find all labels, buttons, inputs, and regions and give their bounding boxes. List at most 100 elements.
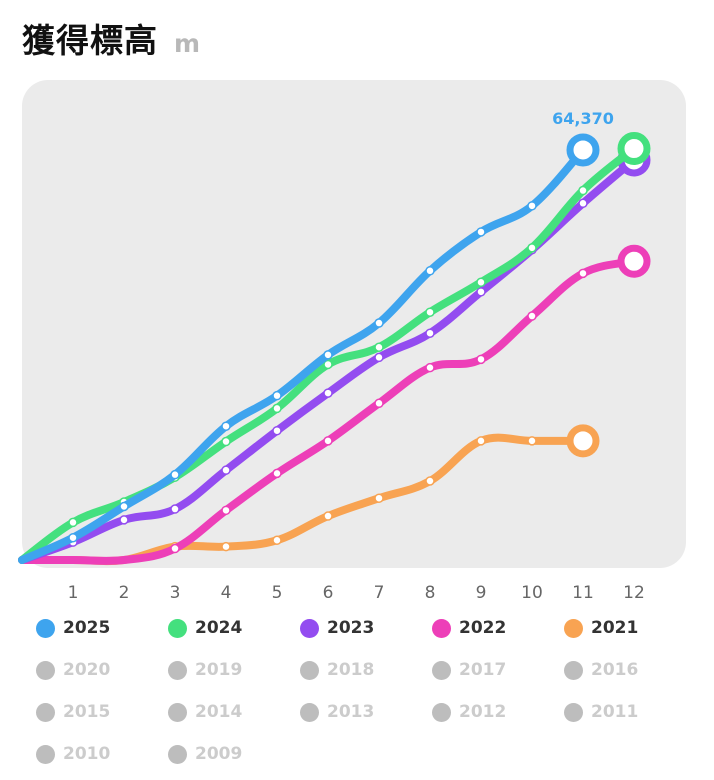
data-point-2021-7 <box>374 493 384 503</box>
x-tick-label: 8 <box>425 583 436 603</box>
data-point-2021-4 <box>221 541 231 552</box>
data-label-2025: 64,370 <box>552 109 614 128</box>
legend-label: 2023 <box>327 618 375 638</box>
legend-item-2010[interactable]: 2010 <box>36 741 110 767</box>
legend-item-2023[interactable]: 2023 <box>300 615 374 641</box>
data-point-2022-7 <box>374 398 384 409</box>
legend-swatch <box>168 702 187 722</box>
legend-swatch <box>564 660 583 680</box>
data-point-2023-8 <box>425 328 435 338</box>
legend-swatch <box>432 702 451 722</box>
legend-swatch <box>564 618 583 638</box>
data-point-2024-4 <box>221 436 231 447</box>
legend-label: 2014 <box>195 702 243 722</box>
data-point-2022-11 <box>578 268 588 279</box>
data-point-2024-11 <box>578 185 588 196</box>
x-tick-label: 2 <box>119 583 130 603</box>
x-tick-label: 4 <box>221 583 232 603</box>
data-point-2022-10 <box>527 311 537 321</box>
legend-item-2022[interactable]: 2022 <box>432 615 506 641</box>
data-point-2023-3 <box>170 504 180 514</box>
data-point-2022-8 <box>425 362 435 373</box>
legend-swatch <box>432 618 451 638</box>
legend-item-2014[interactable]: 2014 <box>168 699 242 725</box>
legend-item-2024[interactable]: 2024 <box>168 615 242 641</box>
legend-item-2021[interactable]: 2021 <box>564 615 638 641</box>
legend-swatch <box>168 744 187 764</box>
x-tick-label: 7 <box>374 583 385 603</box>
data-point-2021-10 <box>527 436 537 446</box>
legend-item-2017[interactable]: 2017 <box>432 657 506 683</box>
legend-item-2009[interactable]: 2009 <box>168 741 242 767</box>
x-tick-label: 9 <box>476 583 487 603</box>
data-point-2024-5 <box>272 403 282 414</box>
chart-header: 獲得標高 m <box>22 14 200 62</box>
legend-label: 2015 <box>63 702 111 722</box>
data-point-2025-10 <box>527 201 537 211</box>
series-endpoint-2025 <box>566 133 600 167</box>
legend-item-2016[interactable]: 2016 <box>564 657 638 683</box>
legend-label: 2022 <box>459 618 507 638</box>
legend-item-2011[interactable]: 2011 <box>564 699 638 725</box>
data-point-2021-6 <box>323 511 333 521</box>
data-point-2025-3 <box>170 469 180 480</box>
legend-label: 2020 <box>63 660 111 680</box>
data-point-2022-6 <box>323 436 333 446</box>
legend-item-2013[interactable]: 2013 <box>300 699 374 725</box>
legend-label: 2021 <box>591 618 639 638</box>
x-tick-label: 12 <box>623 583 645 603</box>
data-point-2023-5 <box>272 425 282 436</box>
legend-label: 2025 <box>63 618 111 638</box>
data-point-2022-5 <box>272 468 282 479</box>
legend-label: 2018 <box>327 660 375 680</box>
legend-label: 2019 <box>195 660 243 680</box>
legend-item-2012[interactable]: 2012 <box>432 699 506 725</box>
legend-swatch <box>432 660 451 680</box>
data-point-2021-5 <box>272 535 282 546</box>
legend-item-2015[interactable]: 2015 <box>36 699 110 725</box>
legend-swatch <box>300 702 319 722</box>
series-endpoint-2024 <box>617 131 651 165</box>
series-endpoint-2022 <box>617 244 651 278</box>
data-point-2022-4 <box>221 505 231 516</box>
series-endpoint-2021 <box>566 424 600 458</box>
data-point-2021-8 <box>425 476 435 486</box>
data-point-2023-7 <box>374 352 384 363</box>
legend-label: 2017 <box>459 660 507 680</box>
x-tick-label: 6 <box>323 583 334 603</box>
plot-background <box>22 80 686 568</box>
legend-swatch <box>300 618 319 638</box>
data-point-2025-9 <box>476 227 486 237</box>
data-point-2024-1 <box>68 517 78 528</box>
data-point-2025-7 <box>374 318 384 328</box>
legend-swatch <box>36 702 55 722</box>
data-point-2024-9 <box>476 277 486 288</box>
x-tick-label: 5 <box>272 583 283 603</box>
data-point-2024-10 <box>527 243 537 253</box>
data-point-2023-11 <box>578 198 588 209</box>
series-2022 <box>18 244 651 565</box>
legend-swatch <box>168 618 187 638</box>
data-point-2023-4 <box>221 465 231 475</box>
legend-item-2020[interactable]: 2020 <box>36 657 110 683</box>
x-tick-label: 3 <box>170 583 181 603</box>
data-point-2023-6 <box>323 388 333 398</box>
legend-label: 2010 <box>63 744 111 764</box>
legend-label: 2012 <box>459 702 507 722</box>
legend-swatch <box>564 702 583 722</box>
data-point-2024-8 <box>425 307 435 317</box>
data-point-2025-8 <box>425 266 435 276</box>
legend-item-2018[interactable]: 2018 <box>300 657 374 683</box>
legend-swatch <box>36 744 55 764</box>
x-tick-label: 1 <box>68 583 79 603</box>
legend-label: 2016 <box>591 660 639 680</box>
legend-label: 2011 <box>591 702 639 722</box>
data-point-2023-2 <box>119 515 129 525</box>
data-point-2025-6 <box>323 350 333 360</box>
legend-swatch <box>300 660 319 680</box>
data-point-2024-7 <box>374 342 384 352</box>
data-point-2025-2 <box>119 501 129 512</box>
legend-item-2025[interactable]: 2025 <box>36 615 110 641</box>
legend-item-2019[interactable]: 2019 <box>168 657 242 683</box>
unit-label: m <box>174 29 201 58</box>
